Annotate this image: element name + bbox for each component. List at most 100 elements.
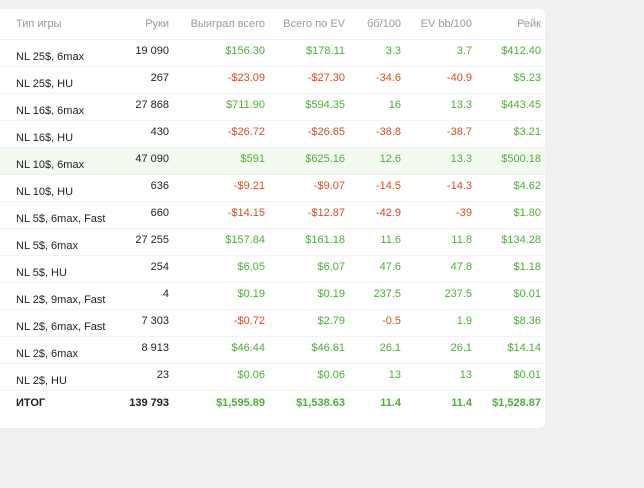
cell-rake: $14.14 <box>476 336 545 364</box>
cell-ev-total: $178.11 <box>269 39 349 67</box>
cell-rake: $1.18 <box>476 255 545 283</box>
cell-won-total: -$23.09 <box>173 66 269 94</box>
table-row[interactable]: NL 5$, 6max, Fast 660 -$14.15 -$12.87 -42.9-… <box>0 201 545 229</box>
cell-ev-bb100: 26.1 <box>405 336 476 364</box>
total-cell-ev-total: $1,538.63 <box>296 397 345 410</box>
cell-hands: 267 <box>104 66 173 94</box>
table-row[interactable]: NL 10$, 6max 47 090 $591 $625.16 12.6 13.3 $50… <box>0 147 545 175</box>
cell-game-type: NL 25$, 6max <box>0 39 104 67</box>
cell-game-type: NL 2$, 6max <box>0 336 104 364</box>
cell-hands: 660 <box>104 201 173 229</box>
cell-game-type: NL 10$, HU <box>0 174 104 202</box>
header-ev-bb100[interactable]: EV bb/100 <box>405 9 476 40</box>
table-row[interactable]: NL 5$, HU 254 $6.05 $6.07 47.6 47.8 $1.18 <box>0 255 545 283</box>
cell-hands: 4 <box>104 282 173 310</box>
cell-rake: $5.23 <box>476 66 545 94</box>
table-row[interactable]: NL 25$, 6max 19 090 $156.30 $178.11 3.3 3.7 $4… <box>0 39 545 67</box>
cell-ev-total: $161.18 <box>269 228 349 256</box>
table-row[interactable]: NL 5$, 6max 27 255 $157.84 $161.18 11.6 11.8 $… <box>0 228 545 256</box>
stats-table: Тип игры Руки Выиграл всего Всего по EV … <box>0 9 545 416</box>
cell-won-total: $156.30 <box>173 39 269 67</box>
header-row: Тип игры Руки Выиграл всего Всего по EV … <box>0 9 545 40</box>
cell-game-type: NL 5$, 6max, Fast <box>0 201 105 229</box>
cell-ev-bb100: 237.5 <box>405 282 476 310</box>
cell-bb100: 16 <box>349 93 405 121</box>
cell-game-type: NL 2$, 9max, Fast <box>0 282 105 310</box>
cell-rake: $0.01 <box>476 282 545 310</box>
cell-ev-total: $0.06 <box>269 363 349 391</box>
header-hands[interactable]: Руки <box>104 9 173 40</box>
cell-ev-bb100: 13 <box>405 363 476 391</box>
header-rake[interactable]: Рейк <box>476 9 545 40</box>
table-row[interactable]: NL 2$, 6max, Fast 7 303 -$0.72 $2.79 -0.5 1.9… <box>0 309 545 337</box>
total-cell-rake: $1,528.87 <box>492 397 541 410</box>
table-row[interactable]: NL 16$, 6max 27 868 $711.90 $594.35 16 13.3 $4… <box>0 93 545 121</box>
header-won-total[interactable]: Выиграл всего <box>173 9 269 40</box>
cell-won-total: $711.90 <box>173 93 269 121</box>
cell-ev-bb100: -14.3 <box>405 174 476 202</box>
cell-bb100: 237.5 <box>349 282 405 310</box>
cell-hands: 27 255 <box>104 228 173 256</box>
total-cell-ev-bb100: 11.4 <box>451 397 472 410</box>
cell-hands: 19 090 <box>104 39 173 67</box>
cell-game-type: NL 2$, 6max, Fast <box>0 309 105 337</box>
cell-won-total: -$0.72 <box>173 309 269 337</box>
cell-bb100: 13 <box>349 363 405 391</box>
cell-rake: $4.62 <box>476 174 545 202</box>
cell-ev-total: $594.35 <box>269 93 349 121</box>
header-bb100[interactable]: бб/100 <box>349 9 405 40</box>
cell-ev-bb100: -39 <box>405 201 476 229</box>
cell-ev-total: -$12.87 <box>269 201 349 229</box>
header-ev-total[interactable]: Всего по EV <box>269 9 349 40</box>
table-row[interactable]: NL 2$, 9max, Fast 4 $0.19 $0.19 237.5 237.5 $0… <box>0 282 545 310</box>
cell-rake: $500.18 <box>476 147 545 175</box>
cell-won-total: $0.19 <box>173 282 269 310</box>
cell-game-type: NL 5$, HU <box>0 255 104 283</box>
header-game-type[interactable]: Тип игры <box>0 9 104 40</box>
cell-ev-total: $0.19 <box>269 282 349 310</box>
cell-ev-total: $6.07 <box>269 255 349 283</box>
total-cell-won-total: $1,595.89 <box>216 397 265 410</box>
cell-bb100: 11.6 <box>349 228 405 256</box>
cell-bb100: -42.9 <box>349 201 405 229</box>
cell-bb100: 3.3 <box>349 39 405 67</box>
cell-ev-total: -$9.07 <box>269 174 349 202</box>
cell-ev-bb100: 47.8 <box>405 255 476 283</box>
cell-hands: 27 868 <box>104 93 173 121</box>
cell-rake: $1.80 <box>476 201 545 229</box>
cell-bb100: 47.6 <box>349 255 405 283</box>
cell-rake: $3.21 <box>476 120 545 148</box>
cell-game-type: NL 10$, 6max <box>0 147 104 175</box>
cell-ev-bb100: -40.9 <box>405 66 476 94</box>
table-row[interactable]: NL 2$, 6max 8 913 $46.44 $46.61 26.1 26.1 $14.… <box>0 336 545 364</box>
cell-bb100: 12.6 <box>349 147 405 175</box>
cell-ev-bb100: 11.8 <box>405 228 476 256</box>
cell-bb100: -38.8 <box>349 120 405 148</box>
cell-hands: 47 090 <box>104 147 173 175</box>
cell-hands: 636 <box>104 174 173 202</box>
cell-hands: 23 <box>104 363 173 391</box>
cell-ev-bb100: 13.3 <box>405 147 476 175</box>
cell-game-type: NL 5$, 6max <box>0 228 104 256</box>
cell-won-total: -$9.21 <box>173 174 269 202</box>
table-row[interactable]: NL 10$, HU 636 -$9.21 -$9.07 -14.5 -14.3 $4.62 <box>0 174 545 202</box>
table-row[interactable]: NL 25$, HU 267 -$23.09 -$27.30 -34.6 -40.9 $5.… <box>0 66 545 94</box>
cell-won-total: -$26.72 <box>173 120 269 148</box>
cell-hands: 7 303 <box>104 309 173 337</box>
cell-ev-bb100: 1.9 <box>405 309 476 337</box>
table-row[interactable]: NL 2$, HU 23 $0.06 $0.06 13 13 $0.01 <box>0 363 545 391</box>
cell-ev-total: -$27.30 <box>269 66 349 94</box>
cell-hands: 430 <box>104 120 173 148</box>
total-cell-game-type: ИТОГ <box>16 397 46 410</box>
table-row[interactable]: NL 16$, HU 430 -$26.72 -$26.65 -38.8 -38.7 $3.… <box>0 120 545 148</box>
cell-rake: $443.45 <box>476 93 545 121</box>
cell-ev-bb100: -38.7 <box>405 120 476 148</box>
cell-hands: 8 913 <box>104 336 173 364</box>
cell-ev-total: $2.79 <box>269 309 349 337</box>
cell-won-total: -$14.15 <box>173 201 269 229</box>
cell-rake: $134.28 <box>476 228 545 256</box>
cell-won-total: $6.05 <box>173 255 269 283</box>
cell-bb100: -0.5 <box>349 309 405 337</box>
cell-won-total: $157.84 <box>173 228 269 256</box>
cell-game-type: NL 25$, HU <box>0 66 104 94</box>
